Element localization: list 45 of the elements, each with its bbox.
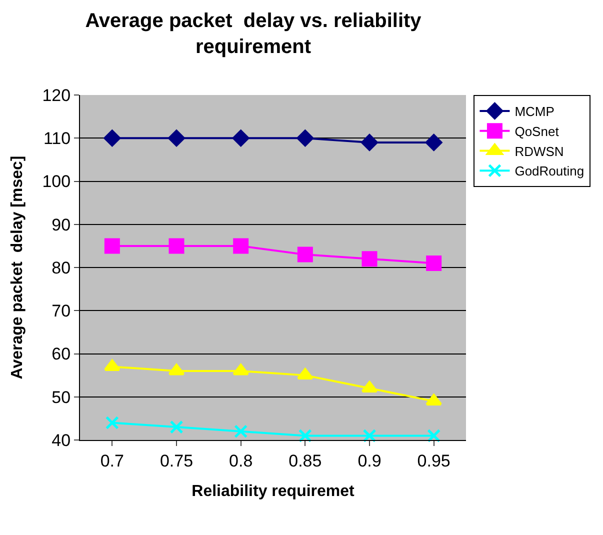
point xyxy=(426,394,442,406)
point xyxy=(426,255,442,271)
y-tick-label: 60 xyxy=(52,344,71,364)
point xyxy=(425,134,442,151)
x-tick-label: 0.8 xyxy=(229,451,253,470)
point xyxy=(232,130,250,147)
point xyxy=(168,130,185,147)
point xyxy=(232,364,250,376)
point xyxy=(361,134,378,151)
point xyxy=(233,238,249,254)
y-tick-label: 90 xyxy=(52,215,71,234)
y-tick-label: 50 xyxy=(52,388,71,407)
y-tick-label: 110 xyxy=(43,129,71,148)
point xyxy=(296,130,314,147)
point xyxy=(296,368,314,380)
point xyxy=(104,130,121,147)
x-tick-label: 0.85 xyxy=(288,451,322,470)
x-axis-title: Reliability requiremet xyxy=(192,483,356,500)
x-tick-label: 0.7 xyxy=(100,451,124,470)
x-tick-label: 0.95 xyxy=(417,451,450,470)
y-tick-label: 40 xyxy=(52,430,71,450)
point xyxy=(298,428,312,442)
x-tick-label: 0.75 xyxy=(160,451,194,470)
point xyxy=(170,420,184,434)
legend-label: RDWSN xyxy=(514,144,564,159)
y-tick-label: 100 xyxy=(42,172,71,192)
point xyxy=(104,359,120,371)
point xyxy=(104,238,120,254)
x-tick-label: 0.9 xyxy=(358,451,382,470)
point xyxy=(234,424,248,438)
point xyxy=(362,251,378,267)
legend-label: MCMP xyxy=(514,104,554,120)
point xyxy=(297,246,313,262)
y-tick-label: 80 xyxy=(52,258,71,278)
point xyxy=(168,364,185,376)
y-tick-label: 70 xyxy=(52,302,71,321)
legend-label: QoSnet xyxy=(514,124,560,139)
chart-title: Average packet delay vs. reliability requirement xyxy=(85,10,422,58)
point xyxy=(168,238,184,254)
point xyxy=(362,428,376,442)
y-axis-title: Average packet delay [msec] xyxy=(9,156,26,380)
point xyxy=(427,428,441,442)
legend-label: GodRouting xyxy=(514,164,584,179)
y-tick-label: 120 xyxy=(42,86,71,105)
point xyxy=(105,416,119,430)
